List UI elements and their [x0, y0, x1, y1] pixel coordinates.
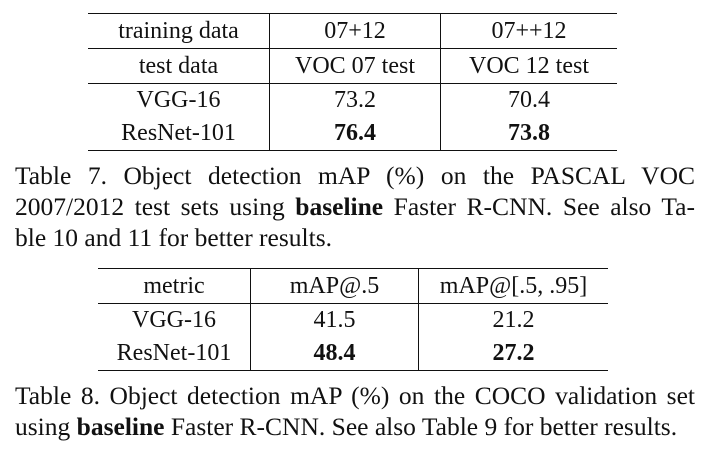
table-subheader-row: test data VOC 07 test VOC 12 test: [88, 48, 617, 84]
subheader-voc07: VOC 07 test: [269, 48, 441, 84]
cell-map50: 41.5: [250, 303, 419, 336]
subheader-voc12: VOC 12 test: [440, 48, 617, 84]
header-map50: mAP@.5: [250, 268, 419, 304]
caption-line: ble 10 and 11 for better results.: [15, 223, 333, 252]
header-map5095: mAP@[.5, .95]: [418, 268, 608, 304]
table-row: ResNet-101 48.4 27.2: [98, 336, 608, 371]
header-training-data: training data: [88, 13, 270, 49]
cell-voc07: 76.4: [269, 116, 441, 151]
best-value: 48.4: [313, 339, 356, 366]
table-7-caption: Table 7. Object detection mAP (%) on the…: [15, 160, 695, 253]
caption-line: Table 8. Object detection mAP (%) on the…: [15, 381, 695, 410]
header-0712: 07+12: [269, 13, 441, 49]
caption-line: using baseline Faster R-CNN. See also Ta…: [15, 411, 695, 442]
cell-voc12: 70.4: [440, 83, 617, 116]
best-value: 73.8: [508, 119, 550, 146]
header-metric: metric: [98, 268, 251, 304]
cell-map5095: 27.2: [418, 336, 608, 371]
caption-bold-text: baseline: [76, 412, 165, 441]
header-07pp12: 07++12: [440, 13, 617, 49]
row-model: ResNet-101: [88, 116, 270, 151]
row-model: VGG-16: [132, 306, 216, 333]
table-row: VGG-16 73.2 70.4: [88, 83, 617, 116]
best-value: 27.2: [492, 339, 535, 366]
caption-text: 2007/2012 test sets using: [15, 192, 285, 221]
cell-voc07: 73.2: [269, 83, 441, 116]
table-header-row: training data 07+12 07++12: [88, 13, 617, 49]
caption-bold-text: baseline: [295, 192, 384, 221]
cell-map5095: 21.2: [418, 303, 608, 336]
table-header-row: metric mAP@.5 mAP@[.5, .95]: [98, 268, 608, 304]
caption-line: 2007/2012 test sets using baseline Faste…: [15, 191, 695, 222]
row-model: ResNet-101: [98, 336, 251, 371]
caption-text: Faster R-CNN. See also Ta-: [393, 192, 695, 221]
table-8-caption: Table 8. Object detection mAP (%) on the…: [15, 380, 695, 442]
row-model: VGG-16: [136, 86, 221, 113]
caption-line: Table 7. Object detection mAP (%) on the…: [15, 161, 695, 190]
best-value: 76.4: [334, 119, 376, 146]
cell-voc12: 73.8: [440, 116, 617, 151]
table-row: ResNet-101 76.4 73.8: [88, 116, 617, 151]
caption-text: using: [15, 412, 71, 441]
subheader-test-data: test data: [88, 48, 270, 84]
table-row: VGG-16 41.5 21.2: [98, 303, 608, 336]
table-8: metric mAP@.5 mAP@[.5, .95] VGG-16 41.5 …: [98, 268, 608, 371]
table-7: training data 07+12 07++12 test data VOC…: [88, 13, 617, 151]
cell-map50: 48.4: [250, 336, 419, 371]
caption-text: Faster R-CNN. See also Table 9 for bette…: [170, 412, 678, 441]
